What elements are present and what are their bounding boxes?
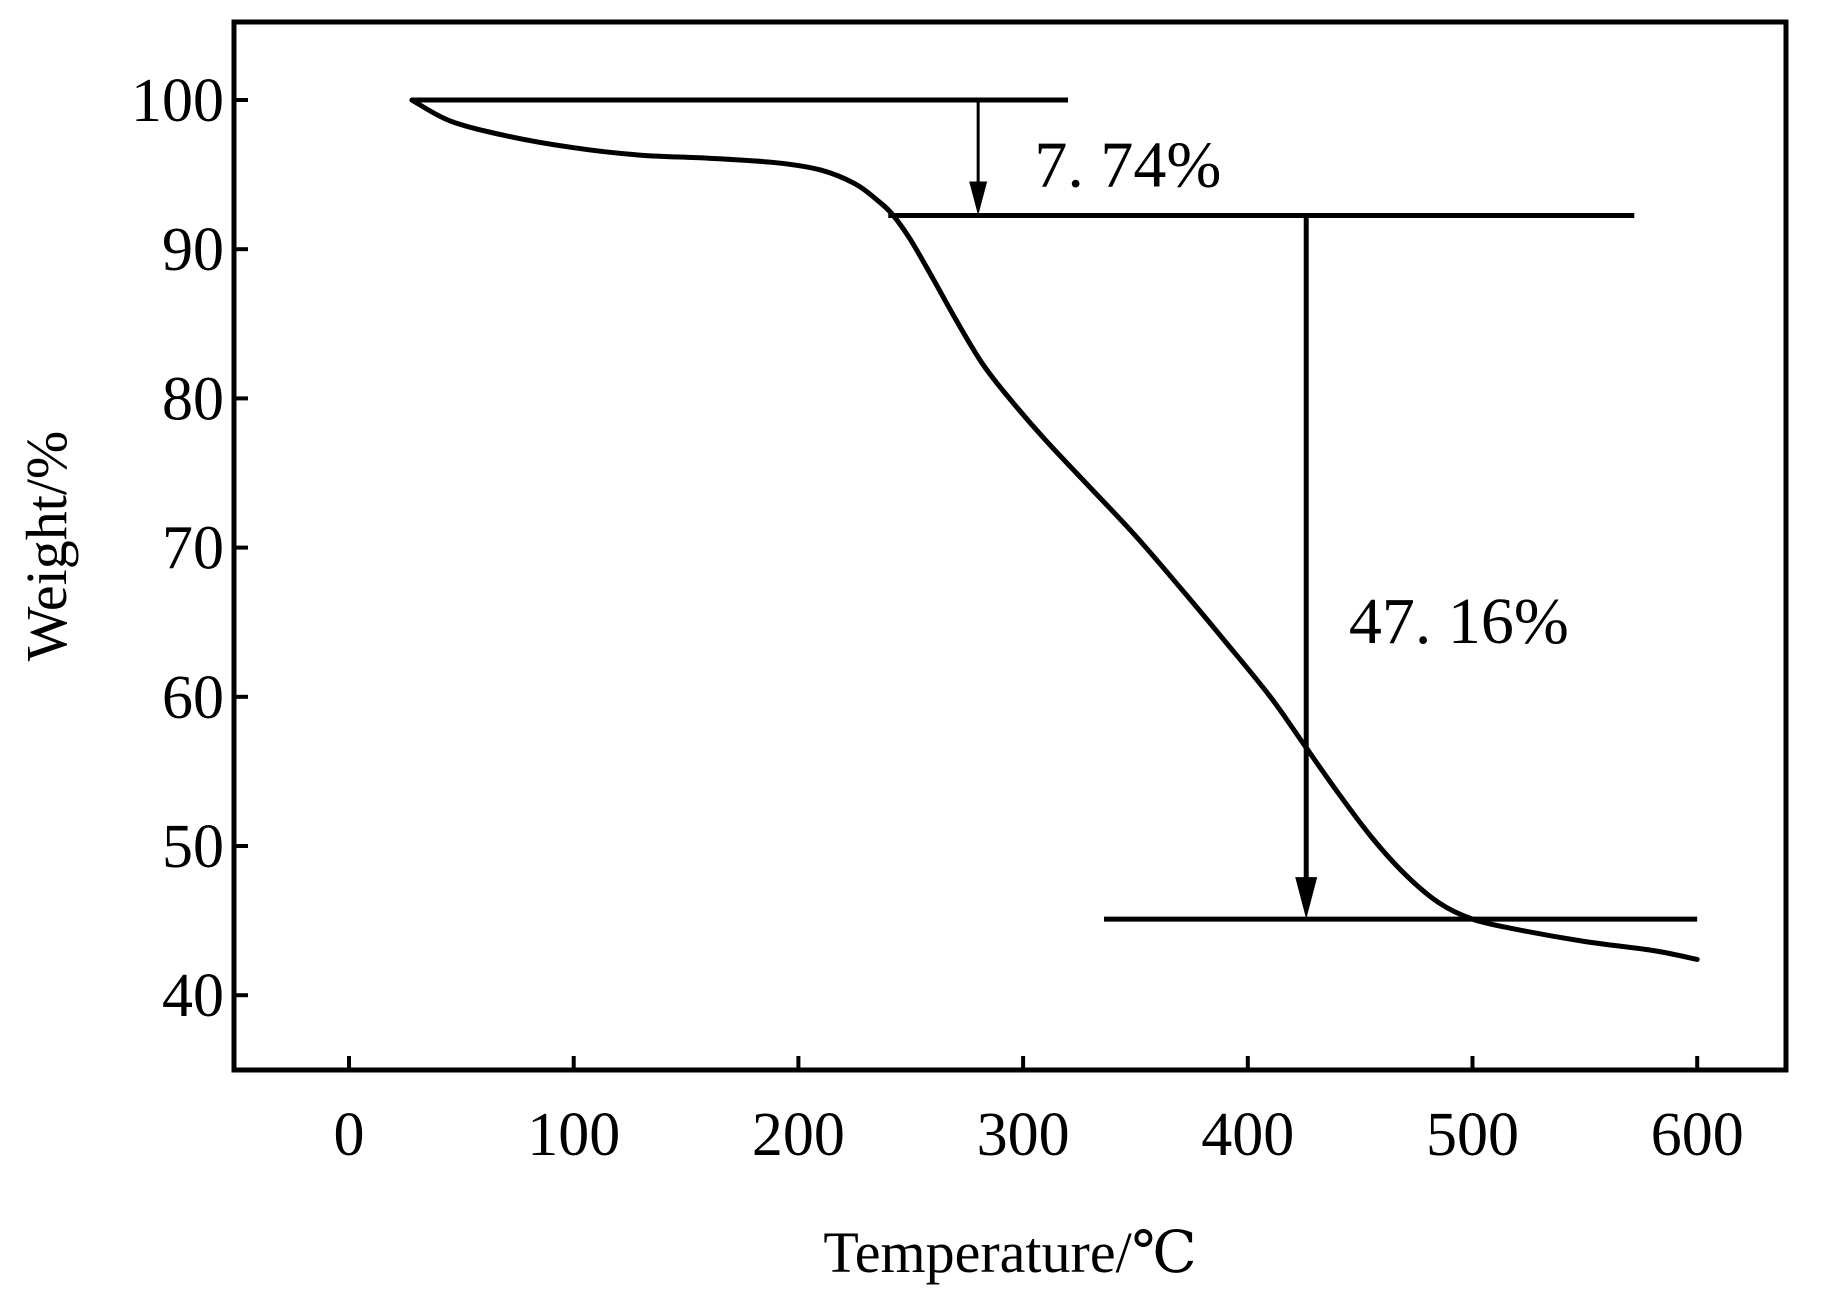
annotations: 7. 74% 47. 16% [1034, 129, 1569, 659]
y-axis-title: Weight/% [14, 431, 79, 662]
y-axis-ticks: 40 50 60 70 80 90 100 [131, 67, 248, 1030]
x-tick-label-600: 600 [1651, 1101, 1744, 1169]
x-tick-label-200: 200 [752, 1101, 845, 1169]
x-tick-label-300: 300 [977, 1101, 1070, 1169]
x-tick-label-400: 400 [1201, 1101, 1294, 1169]
y-tick-label-50: 50 [162, 813, 224, 881]
annotation-1: 7. 74% [1034, 129, 1221, 202]
x-tick-label-0: 0 [334, 1101, 365, 1169]
series-line-1 [409, 97, 1700, 962]
y-tick-label-40: 40 [162, 962, 224, 1030]
arrow-head-2 [1295, 877, 1318, 920]
y-tick-label-80: 80 [162, 365, 224, 433]
arrow-head-1 [969, 181, 988, 216]
plot-frame [231, 19, 1789, 1073]
y-tick-label-70: 70 [162, 515, 224, 583]
x-axis-ticks: 0 100 200 300 400 500 600 [334, 1056, 1744, 1169]
series-group [409, 97, 1700, 962]
x-axis-title: Temperature/℃ [823, 1220, 1196, 1285]
reference-lines [411, 97, 1698, 922]
loss-arrows [969, 100, 1318, 920]
y-tick-label-90: 90 [162, 216, 224, 284]
y-tick-label-100: 100 [131, 67, 224, 135]
x-tick-label-100: 100 [527, 1101, 620, 1169]
x-tick-label-500: 500 [1426, 1101, 1519, 1169]
y-tick-label-60: 60 [162, 664, 224, 732]
annotation-2: 47. 16% [1349, 585, 1569, 658]
